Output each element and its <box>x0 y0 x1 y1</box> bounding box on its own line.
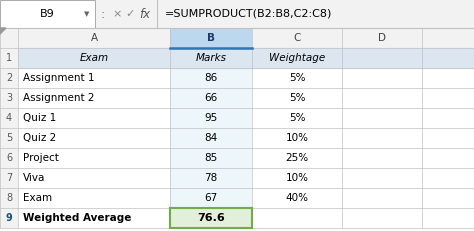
Text: Project: Project <box>23 153 59 163</box>
Polygon shape <box>0 28 6 34</box>
Text: Weighted Average: Weighted Average <box>23 213 131 223</box>
Text: 5%: 5% <box>289 93 305 103</box>
Text: Viva: Viva <box>23 173 46 183</box>
Text: 25%: 25% <box>285 153 309 163</box>
Bar <box>0 28 474 48</box>
Bar <box>0 48 474 68</box>
Text: :: : <box>101 7 105 21</box>
Text: 66: 66 <box>204 93 218 103</box>
Text: 9: 9 <box>6 213 12 223</box>
Bar <box>170 208 252 228</box>
Text: 67: 67 <box>204 193 218 203</box>
Text: 10%: 10% <box>285 173 309 183</box>
Text: 76.6: 76.6 <box>197 213 225 223</box>
Bar <box>0 0 95 28</box>
Bar <box>0 0 474 28</box>
Text: ▼: ▼ <box>84 11 90 17</box>
Text: C: C <box>293 33 301 43</box>
Text: Exam: Exam <box>80 53 109 63</box>
Text: ✓: ✓ <box>125 9 135 19</box>
Text: 95: 95 <box>204 113 218 123</box>
Text: D: D <box>378 33 386 43</box>
Text: 5: 5 <box>6 133 12 143</box>
Text: Exam: Exam <box>23 193 52 203</box>
Text: 3: 3 <box>6 93 12 103</box>
Text: Weightage: Weightage <box>269 53 325 63</box>
Text: Quiz 2: Quiz 2 <box>23 133 56 143</box>
Text: Marks: Marks <box>195 53 227 63</box>
Bar <box>170 28 252 228</box>
Text: 5%: 5% <box>289 73 305 83</box>
Text: 86: 86 <box>204 73 218 83</box>
Text: B: B <box>207 33 215 43</box>
Bar <box>0 28 18 228</box>
Text: 8: 8 <box>6 193 12 203</box>
Text: 5%: 5% <box>289 113 305 123</box>
Text: ×: × <box>112 9 122 19</box>
Text: 4: 4 <box>6 113 12 123</box>
Text: =SUMPRODUCT(B2:B8,C2:C8): =SUMPRODUCT(B2:B8,C2:C8) <box>165 9 332 19</box>
Text: 84: 84 <box>204 133 218 143</box>
Text: B9: B9 <box>40 9 55 19</box>
Text: 1: 1 <box>6 53 12 63</box>
Text: Quiz 1: Quiz 1 <box>23 113 56 123</box>
Text: Assignment 1: Assignment 1 <box>23 73 94 83</box>
Text: 7: 7 <box>6 173 12 183</box>
Bar <box>170 28 252 48</box>
Text: A: A <box>91 33 98 43</box>
Text: 78: 78 <box>204 173 218 183</box>
Text: Assignment 2: Assignment 2 <box>23 93 94 103</box>
Text: 6: 6 <box>6 153 12 163</box>
Text: 40%: 40% <box>285 193 309 203</box>
Text: fx: fx <box>139 7 151 21</box>
Text: 2: 2 <box>6 73 12 83</box>
Text: 10%: 10% <box>285 133 309 143</box>
Text: 85: 85 <box>204 153 218 163</box>
